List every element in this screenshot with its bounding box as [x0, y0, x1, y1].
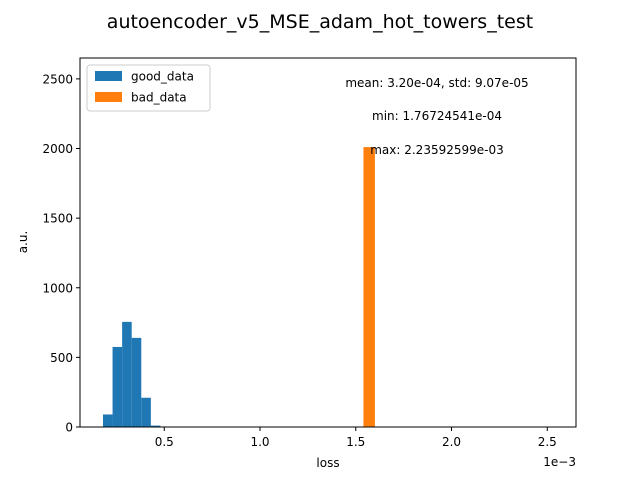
- annotation-0: mean: 3.20e-04, std: 9.07e-05: [345, 76, 528, 90]
- bar-good-data-2: [122, 321, 132, 427]
- x-tick-label-4: 2.5: [538, 435, 557, 449]
- x-tick-label-1: 1.0: [250, 435, 269, 449]
- plot-frame: [79, 57, 577, 428]
- legend-swatch-bad-data: [95, 92, 122, 102]
- legend: good_data bad_data: [86, 64, 211, 112]
- legend-label-bad-data: bad_data: [131, 91, 187, 105]
- y-tick-label-3: 1500: [42, 212, 73, 226]
- annotation-1: min: 1.76724541e-04: [372, 109, 502, 123]
- bar-good-data-5: [150, 425, 161, 427]
- chart-title: autoencoder_v5_MSE_adam_hot_towers_test: [107, 11, 533, 33]
- y-axis-label: a.u.: [16, 231, 30, 254]
- bar-bad-data-0: [363, 147, 375, 427]
- bar-good-data-1: [112, 346, 123, 427]
- bars-group: [102, 147, 375, 427]
- bar-good-data-4: [141, 397, 151, 427]
- y-tick-label-5: 2500: [42, 72, 73, 86]
- y-tick-label-2: 1000: [42, 281, 73, 295]
- x-tick-label-2: 1.5: [346, 435, 365, 449]
- y-tick-label-1: 500: [50, 351, 73, 365]
- legend-label-good-data: good_data: [131, 70, 194, 84]
- stats-annotations: mean: 3.20e-04, std: 9.07e-05 min: 1.7672…: [345, 76, 528, 157]
- y-ticks-group: 0 500 1000 1500 2000 2500: [42, 72, 80, 435]
- x-axis-offset-label: 1e−3: [543, 455, 576, 469]
- y-tick-label-4: 2000: [42, 142, 73, 156]
- bar-good-data-3: [131, 337, 142, 427]
- bar-good-data-0: [102, 414, 113, 427]
- x-ticks-group: 0.5 1.0 1.5 2.0 2.5: [155, 427, 557, 449]
- legend-swatch-good-data: [95, 71, 122, 81]
- x-tick-label-0: 0.5: [155, 435, 174, 449]
- x-axis-label: loss: [316, 456, 339, 470]
- annotation-2: max: 2.23592599e-03: [370, 143, 504, 157]
- y-tick-label-0: 0: [65, 421, 73, 435]
- x-tick-label-3: 2.0: [442, 435, 461, 449]
